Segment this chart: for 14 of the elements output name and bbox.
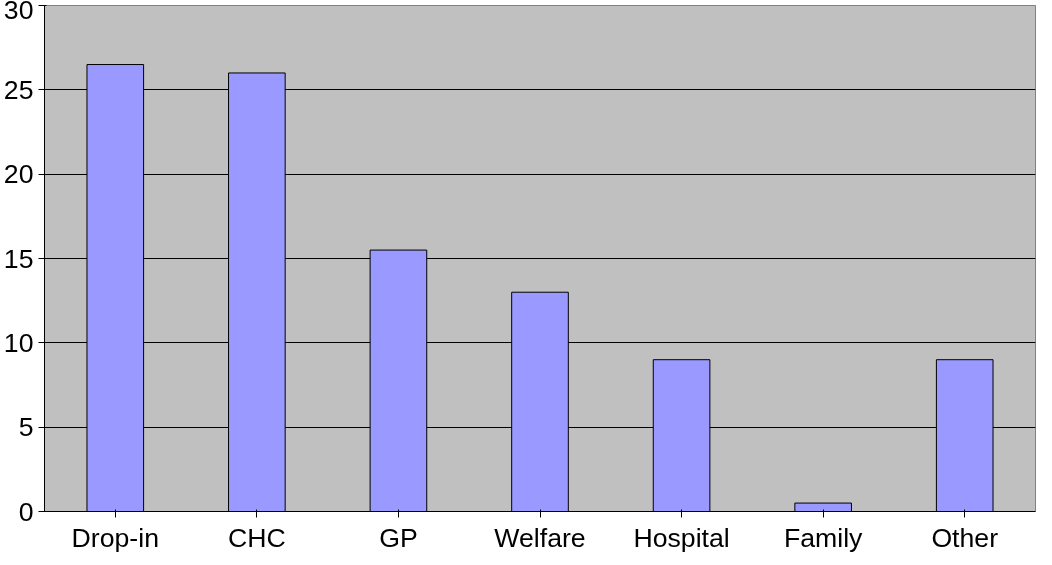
y-tick-label: 25 [3, 74, 34, 105]
x-tick-label: Hospital [633, 522, 730, 553]
y-tick-label: 0 [18, 496, 34, 527]
y-tick-label: 30 [3, 0, 34, 25]
x-tick-label: CHC [227, 522, 286, 553]
y-tick-label: 15 [3, 243, 34, 274]
y-tick-label: 5 [18, 412, 34, 443]
x-tick-label: Welfare [494, 522, 586, 553]
x-tick-label: Family [783, 522, 864, 553]
x-tick-label: Drop-in [71, 522, 159, 553]
x-tick-label: GP [379, 522, 418, 553]
y-tick-label: 10 [3, 327, 34, 358]
y-tick-label: 20 [3, 159, 34, 190]
x-tick-label: Other [931, 522, 999, 553]
